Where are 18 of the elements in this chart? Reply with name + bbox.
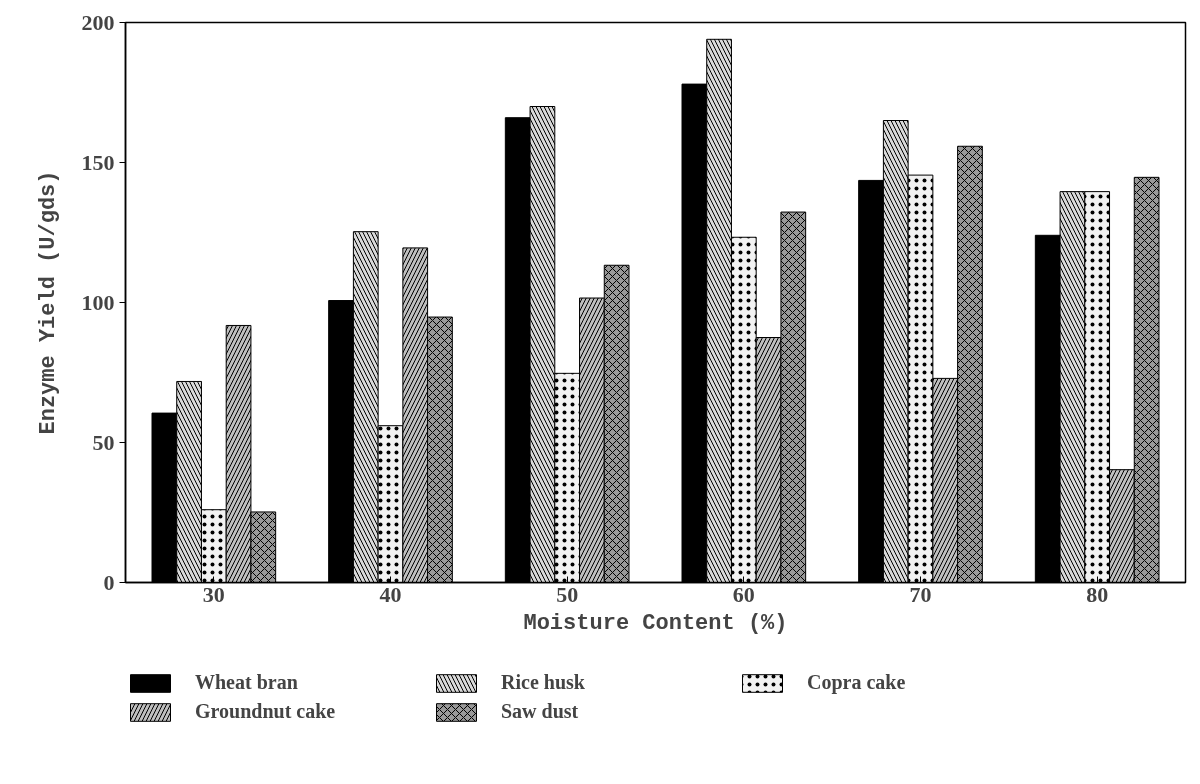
x-tick-label: 80 [1086, 581, 1109, 607]
x-axis-title: Moisture Content (%) [523, 610, 788, 636]
y-tick-label: 200 [81, 9, 115, 35]
y-tick-label: 0 [103, 569, 115, 595]
x-tick-label: 60 [732, 581, 755, 607]
x-tick-label: 40 [379, 581, 402, 607]
legend-label: Wheat bran [195, 671, 299, 694]
y-tick-label: 100 [81, 289, 115, 315]
x-tick-label: 50 [556, 581, 579, 607]
legend-label: Groundnut cake [195, 700, 337, 723]
x-tick-label: 70 [909, 581, 932, 607]
legend-label: Saw dust [501, 700, 580, 723]
x-tick-label: 30 [202, 581, 225, 607]
legend-label: Rice husk [501, 671, 586, 694]
y-axis-title: Enzyme Yield (U/gds) [35, 170, 61, 435]
legend-label: Copra cake [807, 671, 907, 694]
y-tick-label: 150 [81, 149, 115, 175]
y-tick-label: 50 [92, 429, 115, 455]
